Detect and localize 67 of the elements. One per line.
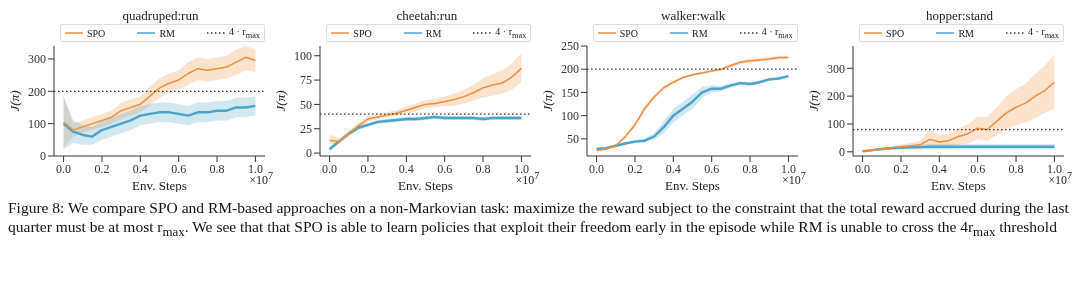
x-tick-label: 0.0 <box>855 161 871 176</box>
legend-label: 4 · r$_{max}$ <box>761 26 793 40</box>
x-tick-label: 0.0 <box>322 161 338 176</box>
x-tick-label: 0.6 <box>437 161 453 176</box>
y-axis-title: J(π) <box>6 90 22 112</box>
x-tick-label: 0.4 <box>132 161 148 176</box>
x-axis-title: Env. Steps <box>132 178 187 193</box>
x-tick-label: 0.8 <box>475 161 491 176</box>
y-tick-label: 200 <box>28 84 46 99</box>
line-series <box>329 67 523 143</box>
y-axis-title: J(π) <box>805 90 821 112</box>
legend-label: RM <box>692 27 708 39</box>
line-series <box>62 104 257 138</box>
legend-label: SPO <box>87 27 106 39</box>
legend-label: RM <box>958 27 974 39</box>
y-tick-label: 75 <box>300 73 313 88</box>
y-tick-label: 150 <box>560 85 579 100</box>
legend-label: 4 · r$_{max}$ <box>495 26 527 40</box>
chart-title: quadruped:run <box>121 8 200 24</box>
legend-label: RM <box>159 27 175 39</box>
legend-label: SPO <box>353 27 372 39</box>
legend-label: SPO <box>619 27 639 39</box>
x-tick-label: 0.4 <box>399 161 415 176</box>
y-tick-label: 0 <box>838 145 845 160</box>
x-axis-title: Env. Steps <box>931 178 986 193</box>
y-tick-label: 300 <box>826 61 845 76</box>
y-tick-label: 100 <box>294 48 313 63</box>
y-tick-label: 100 <box>28 116 46 131</box>
legend-label: RM <box>425 27 442 39</box>
legend-label: 4 · r$_{max}$ <box>1027 26 1059 40</box>
x-axis-title: Env. Steps <box>398 178 454 193</box>
y-tick-label: 100 <box>826 117 845 132</box>
x-tick-label: 0.2 <box>94 161 110 176</box>
chart-title: hopper:stand <box>924 8 995 24</box>
y-tick-label: 100 <box>560 108 579 123</box>
x-tick-label: 0.6 <box>970 161 986 176</box>
y-tick-label: 50 <box>300 97 313 112</box>
line-series <box>861 81 1056 153</box>
chart-title: walker:walk <box>660 8 727 24</box>
y-tick-label: 300 <box>28 52 46 67</box>
x-axis-title: Env. Steps <box>664 178 720 193</box>
caption: Figure 8: We compare SPO and RM-based approaches on a non-Markovian task: maximize the reward subject to the constraint that the total reward accrued during the last quarter must be at most r$_{max}$. We see that that SPO is able to learn policies that exploit their freedom early in the episode while RM is unable to cross the 4r$_{max}$ threshold <box>8 199 1069 240</box>
x-tick-label: 0.4 <box>931 161 947 176</box>
x-tick-label: 0.4 <box>665 161 681 176</box>
legend-label: SPO <box>885 27 905 39</box>
y-axis-title: J(π) <box>272 90 288 112</box>
x-tick-label: 0.8 <box>742 161 758 176</box>
x-tick-label: 0.2 <box>627 161 643 176</box>
y-tick-label: 0 <box>306 146 313 161</box>
x-tick-label: 0.8 <box>209 161 225 176</box>
y-axis-title: J(π) <box>539 90 555 112</box>
chart-title: cheetah:run <box>395 8 459 24</box>
x-tick-label: 0.8 <box>1008 161 1024 176</box>
x-tick-label: 0.6 <box>703 161 719 176</box>
y-tick-label: 200 <box>560 62 579 77</box>
y-tick-label: 200 <box>826 89 845 104</box>
x-tick-label: 0.0 <box>56 161 72 176</box>
x-tick-label: 0.2 <box>360 161 376 176</box>
y-tick-label: 0 <box>40 149 46 164</box>
x-tick-label: 0.6 <box>171 161 187 176</box>
legend-label: 4 · r$_{max}$ <box>228 26 260 40</box>
y-tick-label: 250 <box>560 39 579 54</box>
x-tick-label: 0.0 <box>588 161 604 176</box>
x-tick-label: 0.2 <box>893 161 909 176</box>
y-tick-label: 25 <box>300 122 313 136</box>
line-series <box>62 56 257 131</box>
y-tick-label: 50 <box>566 132 579 147</box>
